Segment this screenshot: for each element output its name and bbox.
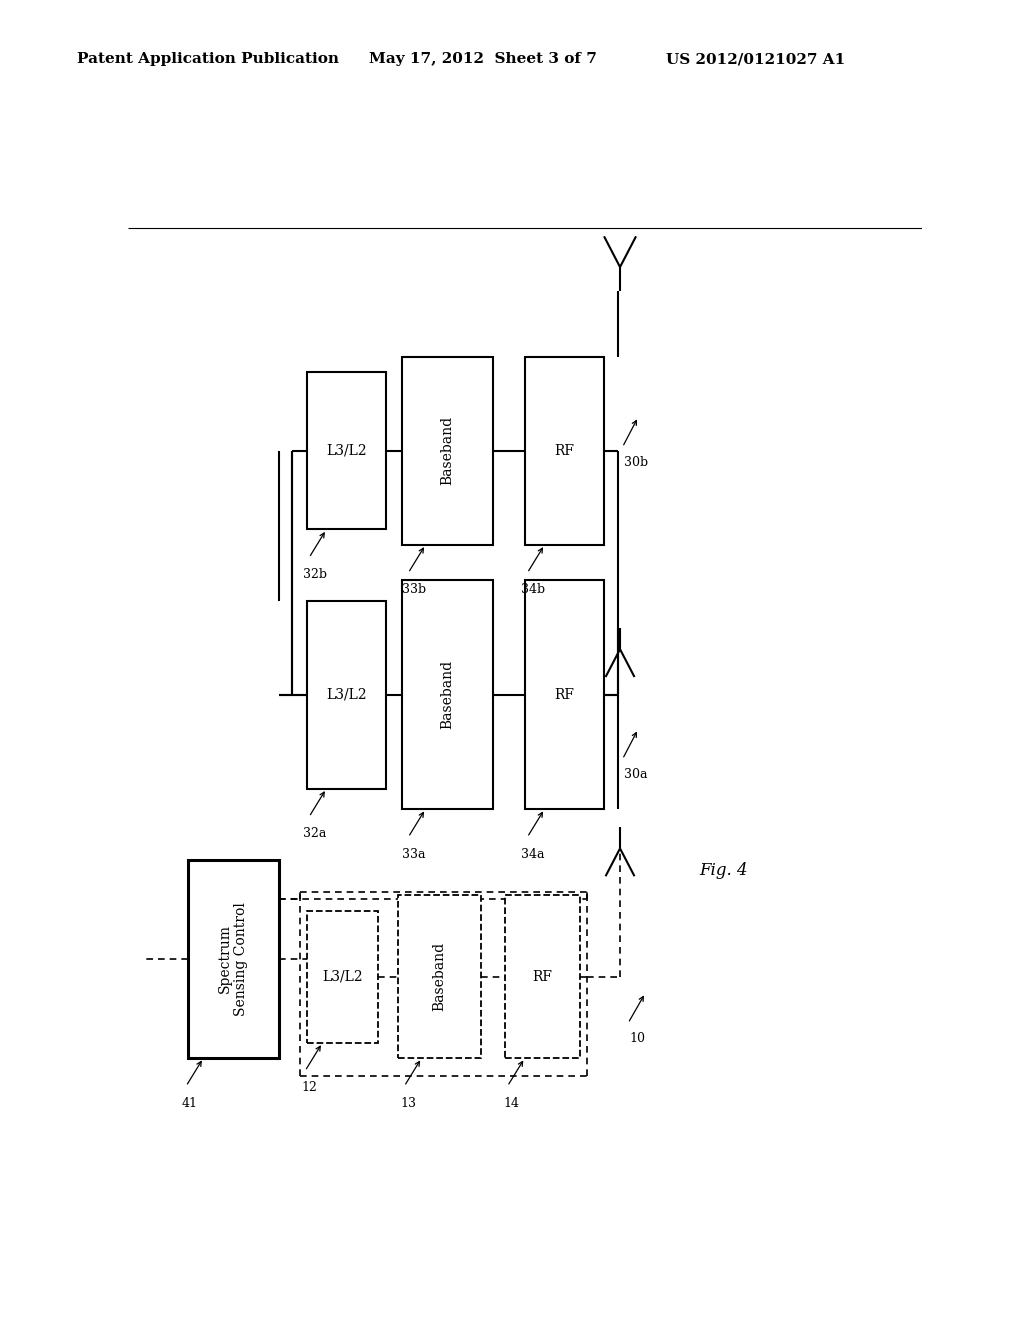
Text: RF: RF <box>554 444 574 458</box>
Bar <box>306 601 386 788</box>
Bar <box>524 581 604 809</box>
Text: RF: RF <box>532 970 553 983</box>
Text: L3/L2: L3/L2 <box>326 444 367 458</box>
Bar <box>401 581 494 809</box>
Text: 41: 41 <box>182 1097 198 1110</box>
Bar <box>524 356 604 545</box>
Text: 32a: 32a <box>303 828 326 841</box>
Text: 34a: 34a <box>521 847 545 861</box>
Bar <box>505 895 581 1057</box>
Text: 34b: 34b <box>521 583 545 597</box>
Text: 13: 13 <box>400 1097 416 1110</box>
Text: L3/L2: L3/L2 <box>326 688 367 701</box>
Text: Patent Application Publication: Patent Application Publication <box>77 53 339 66</box>
Text: L3/L2: L3/L2 <box>322 970 362 983</box>
Text: May 17, 2012  Sheet 3 of 7: May 17, 2012 Sheet 3 of 7 <box>369 53 597 66</box>
Text: Spectrum
Sensing Control: Spectrum Sensing Control <box>218 902 248 1016</box>
Text: Fig. 4: Fig. 4 <box>699 862 748 879</box>
Text: RF: RF <box>554 688 574 701</box>
Text: 12: 12 <box>301 1081 316 1094</box>
Bar <box>187 859 279 1057</box>
Text: 14: 14 <box>504 1097 519 1110</box>
Text: US 2012/0121027 A1: US 2012/0121027 A1 <box>666 53 845 66</box>
Text: 30a: 30a <box>624 768 647 780</box>
Text: 33a: 33a <box>401 847 425 861</box>
Text: 30b: 30b <box>624 455 648 469</box>
Text: 33b: 33b <box>401 583 426 597</box>
Text: Baseband: Baseband <box>432 942 446 1011</box>
Text: 32b: 32b <box>303 568 327 581</box>
Bar <box>306 372 386 529</box>
Bar <box>306 911 378 1043</box>
Bar <box>401 356 494 545</box>
Text: Baseband: Baseband <box>440 416 455 486</box>
Bar <box>397 895 481 1057</box>
Text: Baseband: Baseband <box>440 660 455 729</box>
Text: 10: 10 <box>630 1032 645 1044</box>
